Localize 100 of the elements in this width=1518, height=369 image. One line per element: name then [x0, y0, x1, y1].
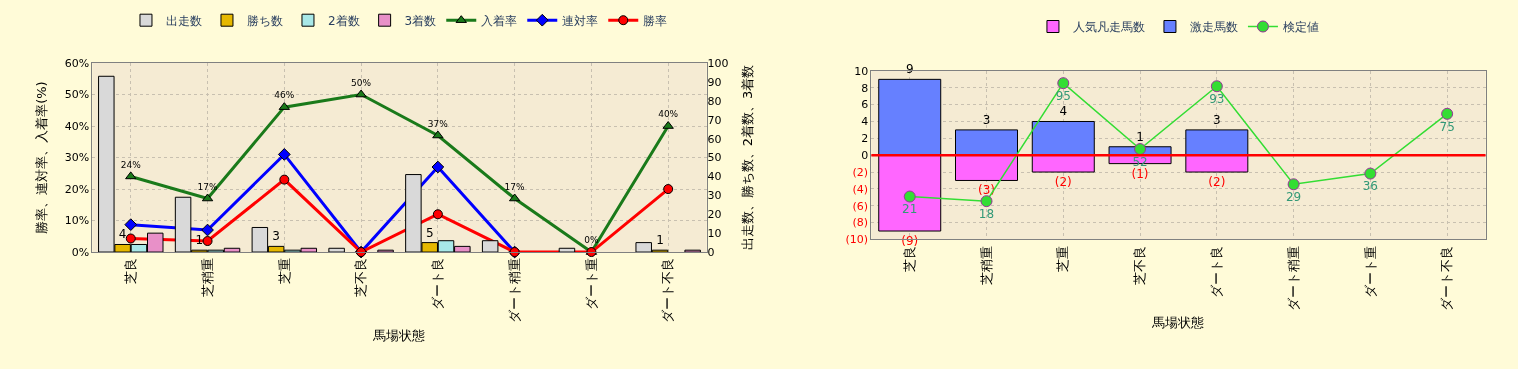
data-label: 17%: [197, 181, 218, 192]
legend-label: 出走数: [165, 13, 202, 28]
point: [663, 184, 674, 195]
legend-label: 勝率: [643, 13, 668, 28]
data-label: (3): [978, 183, 996, 198]
data-label: 3: [1213, 112, 1221, 127]
bar: [955, 129, 1019, 156]
legend-label: 3着数: [404, 13, 437, 28]
point: [980, 195, 993, 208]
data-label: 93: [1209, 92, 1225, 107]
legend-label: 2着数: [327, 13, 360, 28]
y-tick-label: (6): [852, 199, 869, 213]
bar: [328, 247, 345, 253]
y-tick-label: 60%: [64, 56, 90, 70]
data-label: 37%: [427, 118, 449, 129]
y2-tick-label: 10: [707, 227, 722, 240]
y-tick-label: 50%: [64, 88, 90, 102]
x-tick-label: ダート不良: [660, 258, 676, 324]
data-label: 17%: [504, 181, 526, 192]
point: [124, 218, 138, 231]
point: [1057, 77, 1070, 90]
y2-axis-title: 出走数、勝ち数、2着数、3着数: [740, 64, 756, 251]
point: [355, 89, 367, 98]
y2-tick-label: 90: [707, 75, 722, 89]
x-tick-label: 芝良: [123, 258, 139, 285]
y2-tick-label: 80: [707, 94, 722, 108]
data-label: 50%: [351, 77, 372, 88]
data-label: 3: [272, 229, 280, 244]
data-label: 36: [1362, 179, 1379, 194]
x-tick-label: 芝良: [901, 245, 917, 272]
point: [202, 236, 213, 247]
point: [431, 160, 445, 174]
y-tick-label: 30%: [64, 151, 90, 165]
point: [277, 148, 291, 161]
point: [125, 171, 137, 180]
data-label: 18: [978, 207, 995, 222]
point: [279, 174, 290, 185]
y-tick-label: 6: [861, 98, 869, 112]
data-label: 4: [1059, 104, 1068, 119]
legend-label: 勝ち数: [246, 13, 283, 28]
x-tick-label: 芝稍重: [199, 258, 215, 298]
y2-tick-label: 40: [707, 170, 722, 184]
data-label: 24%: [120, 159, 142, 170]
x-tick-label: 芝稍重: [978, 245, 994, 285]
bar: [558, 247, 576, 253]
y-tick-label: 10: [854, 64, 869, 78]
point: [201, 223, 214, 237]
data-label: 75: [1439, 119, 1455, 134]
x-tick-label: 芝重: [276, 258, 292, 285]
bar: [1031, 120, 1095, 156]
data-label: (2): [1054, 175, 1072, 190]
data-label: 21: [902, 202, 918, 217]
y2-tick-label: 30: [707, 189, 722, 203]
x-tick-label: ダート良: [430, 258, 446, 311]
x-tick-label: ダート稍重: [1285, 245, 1301, 311]
x-tick-label: ダート稍重: [506, 258, 522, 324]
data-label: 3: [982, 112, 991, 127]
y2-tick-label: 60: [707, 132, 722, 146]
point: [125, 233, 136, 244]
data-label: 95: [1055, 89, 1071, 104]
point: [1210, 80, 1223, 93]
data-label: 40%: [658, 109, 679, 120]
data-label: 9: [905, 62, 914, 77]
x-tick-label: ダート重: [583, 258, 599, 311]
x-axis-title: 馬場状態: [1151, 315, 1205, 331]
x-tick-label: 芝不良: [353, 258, 369, 298]
point: [432, 130, 444, 139]
y2-tick-label: 20: [707, 208, 722, 222]
x-tick-label: ダート不良: [1439, 245, 1455, 311]
x-tick-label: 芝重: [1055, 245, 1071, 272]
data-label: 46%: [274, 90, 295, 101]
point: [1441, 107, 1454, 120]
legend-label: 入着率: [481, 13, 518, 28]
bar: [878, 154, 942, 232]
bar: [481, 240, 499, 253]
x-tick-label: ダート良: [1209, 245, 1225, 298]
y2-tick-label: 50: [707, 151, 722, 165]
y-tick-label: 8: [861, 81, 869, 95]
data-label: (2): [1208, 175, 1226, 190]
y-tick-label: (2): [852, 165, 869, 179]
y-tick-label: (8): [852, 216, 869, 230]
y-tick-label: (10): [845, 233, 869, 247]
point: [1287, 178, 1300, 191]
y-tick-label: 40%: [64, 119, 90, 133]
y-tick-label: 2: [861, 132, 869, 146]
legend-label: 激走馬数: [1189, 20, 1238, 35]
point: [903, 190, 916, 203]
data-label: 1: [195, 233, 204, 248]
x-axis-title: 馬場状態: [372, 327, 426, 343]
data-label: (1): [1131, 166, 1149, 181]
y2-tick-label: 100: [707, 56, 729, 70]
y-tick-label: 4: [861, 115, 869, 129]
y-tick-label: 10%: [64, 214, 90, 228]
data-label: 1: [656, 233, 664, 248]
legend-label: 連対率: [562, 13, 599, 28]
data-label: 29: [1285, 190, 1302, 205]
y-tick-label: (4): [852, 182, 869, 196]
bar: [955, 154, 1019, 181]
bar: [1185, 154, 1249, 173]
y2-tick-label: 0: [707, 245, 715, 259]
